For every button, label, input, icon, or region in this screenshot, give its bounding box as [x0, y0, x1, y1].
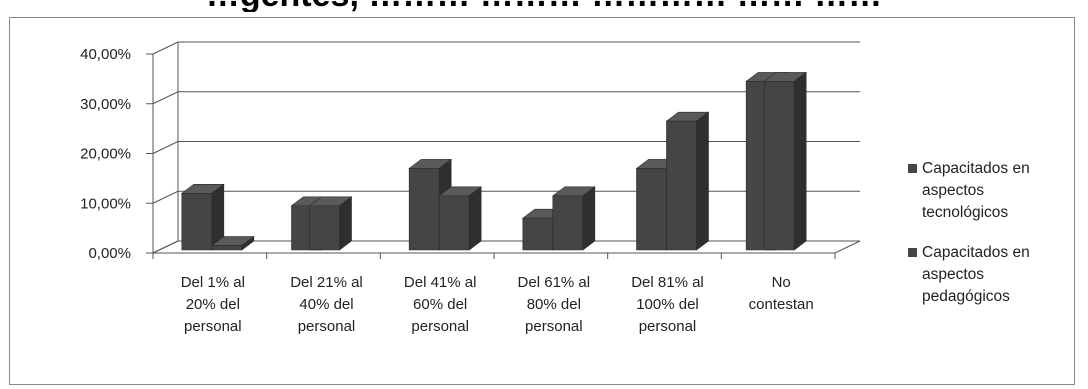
gridline-depth	[152, 190, 179, 204]
legend-label-line: pedagógicos	[922, 288, 1010, 305]
legend-label-line: aspectos	[922, 266, 985, 283]
x-category-label: Del 41% al 60% del personal	[404, 274, 477, 335]
bar	[210, 235, 255, 251]
legend-label-line: aspectos	[922, 182, 985, 199]
bar	[763, 71, 808, 251]
legend-label-line: tecnológicos	[922, 204, 1009, 221]
chart-title-partial: …gentes, ……… ……… ………… …… ……	[0, 0, 1088, 12]
title-banner: …gentes, ……… ……… ………… …… ……	[0, 0, 1088, 12]
legend-swatch	[908, 164, 917, 173]
legend-entry: Capacitados en aspectos pedagógicos	[904, 242, 1074, 308]
bar	[665, 111, 710, 251]
gridline-depth	[152, 91, 179, 105]
y-tick-label: 20,00%	[80, 146, 131, 163]
bar	[308, 196, 353, 251]
legend-swatch	[908, 248, 917, 257]
x-category-label: Del 81% al 100% del personal	[631, 274, 704, 335]
gridline-depth	[152, 41, 179, 55]
bar	[551, 186, 596, 251]
legend-label-line: Capacitados en	[922, 160, 1030, 177]
y-tick-label: 40,00%	[80, 46, 131, 63]
y-tick-label: 30,00%	[80, 96, 131, 113]
chart-legend: Capacitados en aspectos tecnológicos Capaci…	[904, 158, 1074, 326]
legend-label-line: Capacitados en	[922, 244, 1030, 261]
y-tick-label: 10,00%	[80, 195, 131, 212]
x-category-label: No contestan	[749, 274, 814, 313]
legend-entry: Capacitados en aspectos tecnológicos	[904, 158, 1074, 224]
bar	[180, 183, 225, 251]
gridline-depth	[152, 141, 179, 154]
x-category-label: Del 61% al 80% del personal	[518, 274, 591, 335]
x-category-label: Del 21% al 40% del personal	[290, 274, 363, 335]
bar	[438, 186, 483, 251]
x-category-label: Del 1% al 20% del personal	[181, 274, 245, 335]
y-tick-label: 0,00%	[88, 245, 131, 262]
